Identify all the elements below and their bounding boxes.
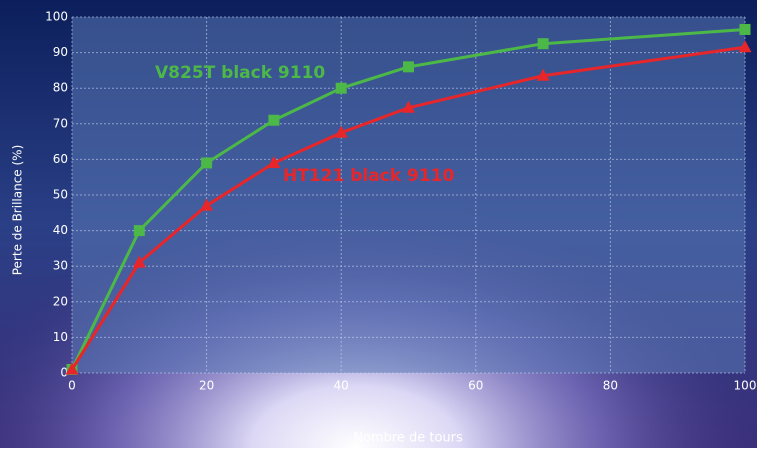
y-tick-label: 60 bbox=[53, 152, 68, 166]
series-label: V825T black 9110 bbox=[155, 63, 325, 83]
marker bbox=[134, 225, 145, 236]
marker bbox=[538, 38, 549, 49]
x-tick-label: 100 bbox=[734, 379, 757, 393]
marker bbox=[336, 83, 347, 94]
x-axis-label: Nombre de tours bbox=[353, 431, 463, 446]
x-tick-label: 40 bbox=[334, 379, 349, 393]
x-tick-label: 20 bbox=[199, 379, 214, 393]
y-tick-label: 20 bbox=[53, 294, 68, 308]
y-tick-label: 40 bbox=[53, 223, 68, 237]
y-tick-label: 30 bbox=[53, 259, 68, 273]
x-tick-label: 60 bbox=[468, 379, 483, 393]
x-tick-label: 80 bbox=[603, 379, 618, 393]
y-tick-label: 100 bbox=[45, 10, 68, 24]
marker bbox=[201, 157, 212, 168]
y-tick-label: 90 bbox=[53, 45, 68, 59]
y-axis-label: Perte de Brillance (%) bbox=[11, 145, 25, 276]
y-tick-label: 50 bbox=[53, 188, 68, 202]
series-label: HT121 black 9110 bbox=[283, 166, 454, 186]
y-tick-label: 70 bbox=[53, 116, 68, 130]
marker bbox=[268, 115, 279, 126]
y-tick-label: 80 bbox=[53, 81, 68, 95]
chart: Perte de Brillance (%) Nombre de tours 0… bbox=[0, 0, 757, 448]
x-tick-label: 0 bbox=[68, 379, 76, 393]
marker bbox=[740, 24, 751, 35]
marker bbox=[403, 61, 414, 72]
y-tick-label: 10 bbox=[53, 330, 68, 344]
page: {"chart_data": {"type": "line", "x_label… bbox=[0, 0, 757, 448]
